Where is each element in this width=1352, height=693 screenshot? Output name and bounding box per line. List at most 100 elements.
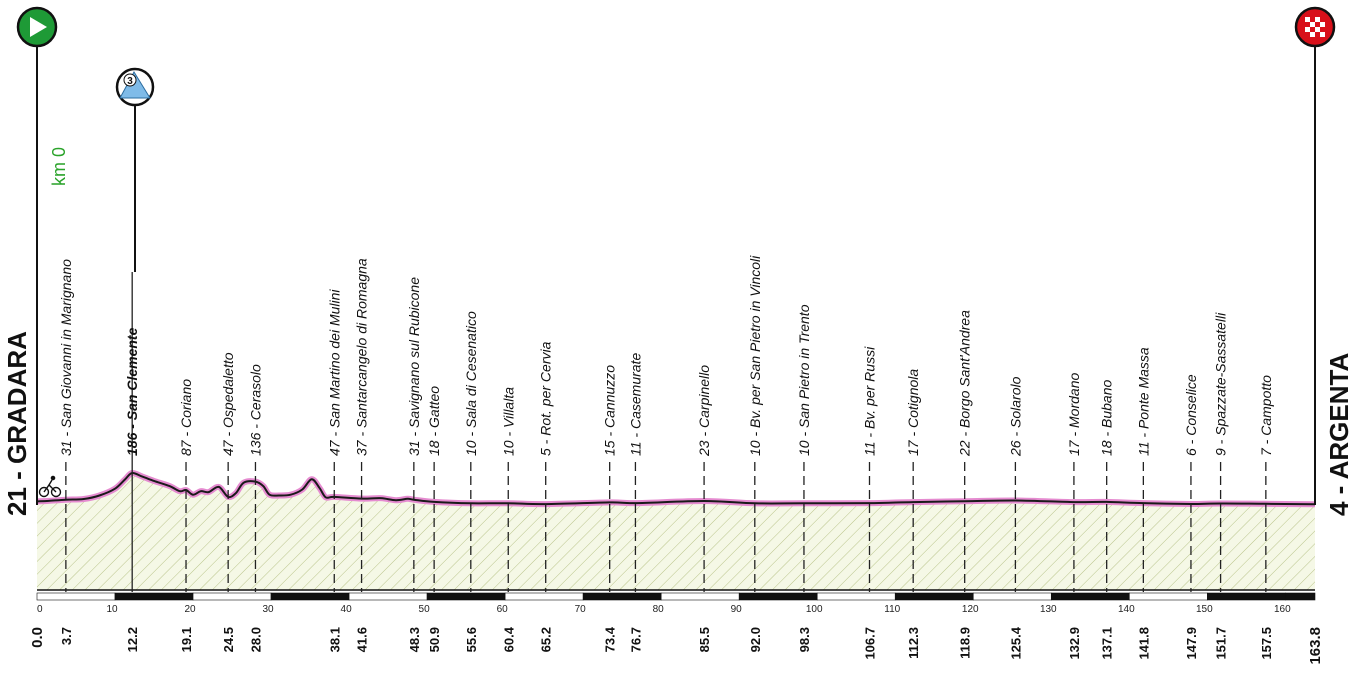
scale-tick-label: 40 [341,604,353,615]
waypoint-place-label: 37 - Santarcangelo di Romagna [354,258,370,456]
waypoint-km-label: 28.0 [249,627,264,652]
waypoint-place-label: 11 - Casemurate [627,353,643,456]
waypoint-km-label: 137.1 [1100,627,1115,660]
scale-segment [114,592,194,601]
scale-segment [1285,592,1316,601]
waypoint-km-label: 92.0 [748,627,763,652]
scale-tick-label: 120 [962,604,979,615]
finish-town-label: 4 - ARGENTA [1324,353,1352,516]
waypoint-place-label: 18 - Gatteo [426,386,442,456]
waypoint-place-label: 136 - Cerasolo [248,364,264,456]
waypoint-km-label: 118.9 [958,627,973,659]
waypoint-km-label: 12.2 [125,627,140,652]
waypoint-place-label: 7 - Campotto [1258,375,1274,456]
scale-tick-label: 140 [1118,604,1135,615]
scale-segment [660,592,740,601]
waypoint-place-label: 6 - Conselice [1183,374,1199,456]
waypoint-place-label: 18 - Bubano [1099,380,1115,456]
waypoint-km-label: 38.1 [327,627,342,652]
waypoint-km-label: 48.3 [407,627,422,652]
waypoint-km-label: 147.9 [1184,627,1199,660]
scale-segment [972,592,1052,601]
scale-segment [1207,592,1286,601]
km-zero-label: km 0 [49,147,69,186]
profile-area-group [36,469,1316,591]
waypoint-place-label: 17 - Mordano [1066,373,1082,456]
waypoint-place-label: 22 - Borgo Sant'Andrea [957,310,973,457]
waypoint-km-label: 19.1 [179,627,194,652]
scale-segment [426,592,506,601]
waypoint-place-label: 87 - Coriano [178,379,194,456]
scale-tick-label: 50 [419,604,431,615]
climb-category-label: 3 [127,76,133,87]
scale-tick-label: 130 [1040,604,1057,615]
scale-segment [1129,592,1208,601]
waypoint-km-label: 125.4 [1008,626,1023,659]
cyclist-icon [38,475,62,498]
waypoint-place-label: 23 - Carpinello [696,365,712,457]
waypoint-place-label: 17 - Cotignola [905,369,921,456]
scale-segment [738,592,818,601]
scale-segment [504,592,584,601]
waypoint-km-label: 41.6 [355,627,370,652]
waypoint-km-label: 24.5 [221,627,236,652]
waypoint-place-label: 10 - San Pietro in Trento [796,304,812,456]
scale-tick-label: 70 [575,604,587,615]
waypoint-place-label: 31 - Savignano sul Rubicone [406,277,422,456]
profile-line [36,471,1316,506]
waypoint-km-label: 76.7 [628,627,643,652]
waypoint-km-label: 163.8 [1307,627,1324,665]
waypoint-km-label: 157.5 [1259,627,1274,660]
waypoint-km-label: 98.3 [797,627,812,652]
distance-scale-group: 0 10 20 30 40 50 60 70 80 90 100 110 120 130 140 150 160 [36,592,1316,615]
waypoint-place-label: 31 - San Giovanni in Marignano [58,259,74,456]
waypoint-place-label: 186 - San Clemente [124,327,140,456]
waypoint-km-label: 132.9 [1067,627,1082,660]
waypoint-km-label: 0.0 [29,627,46,648]
scale-segment [192,592,272,601]
waypoint-place-label: 9 - Spazzate-Sassatelli [1213,312,1229,456]
waypoint-place-label: 10 - Villalta [500,387,516,456]
mountain-climb-icon: 3 [115,67,155,107]
waypoints-group: 0.0 31 - San Giovanni in Marignano 3.7 186 … [29,255,1324,665]
waypoint-km-label: 141.8 [1136,627,1151,660]
waypoint-place-label: 26 - Solarolo [1007,376,1023,457]
waypoint-place-label: 47 - Ospedaletto [220,352,236,456]
start-town-label: 21 - GRADARA [2,331,32,516]
waypoint-km-label: 112.3 [906,627,921,659]
waypoint-place-label: 10 - Bv. per San Pietro in Vincoli [747,255,763,456]
scale-tick-label: 110 [884,604,900,615]
waypoint-place-label: 10 - Sala di Cesenatico [463,311,479,456]
scale-tick-label: 10 [106,604,118,615]
waypoint-km-label: 3.7 [59,627,74,645]
waypoint-place-label: 11 - Ponte Massa [1135,347,1151,456]
waypoint-place-label: 11 - Bv. per Russi [862,346,878,456]
waypoint-km-label: 73.4 [603,626,618,652]
green-play-flag-icon [16,6,58,48]
scale-tick-label: 60 [497,604,509,615]
waypoint-km-label: 60.4 [501,626,516,652]
scale-segment [582,592,662,601]
waypoint-km-label: 151.7 [1214,627,1229,660]
waypoint-place-label: 15 - Cannuzzo [602,365,618,456]
scale-segment [348,592,428,601]
checkered-flag-icon [1294,6,1336,48]
scale-segment [1050,592,1130,601]
scale-segment [816,592,896,601]
scale-segment [894,592,974,601]
waypoint-place-label: 47 - San Martino dei Mulini [326,289,342,456]
waypoint-km-label: 55.6 [464,627,479,652]
scale-tick-label: 30 [263,604,275,615]
scale-tick-label: 80 [653,604,665,615]
scale-segment [270,592,350,601]
waypoint-km-label: 85.5 [697,627,712,652]
scale-tick-label: 150 [1196,604,1213,615]
waypoint-km-label: 50.9 [427,627,442,652]
scale-tick-label: 160 [1274,604,1291,615]
waypoint-place-label: 5 - Rot. per Cervia [538,341,554,456]
scale-tick-label: 0 [37,604,43,615]
scale-segment [36,592,116,601]
waypoint-km-label: 65.2 [539,627,554,652]
